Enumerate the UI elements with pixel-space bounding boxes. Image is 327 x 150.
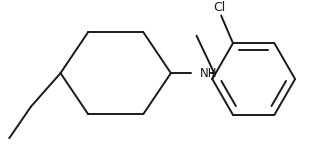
Text: Cl: Cl [213,1,225,14]
Text: NH: NH [199,67,217,80]
